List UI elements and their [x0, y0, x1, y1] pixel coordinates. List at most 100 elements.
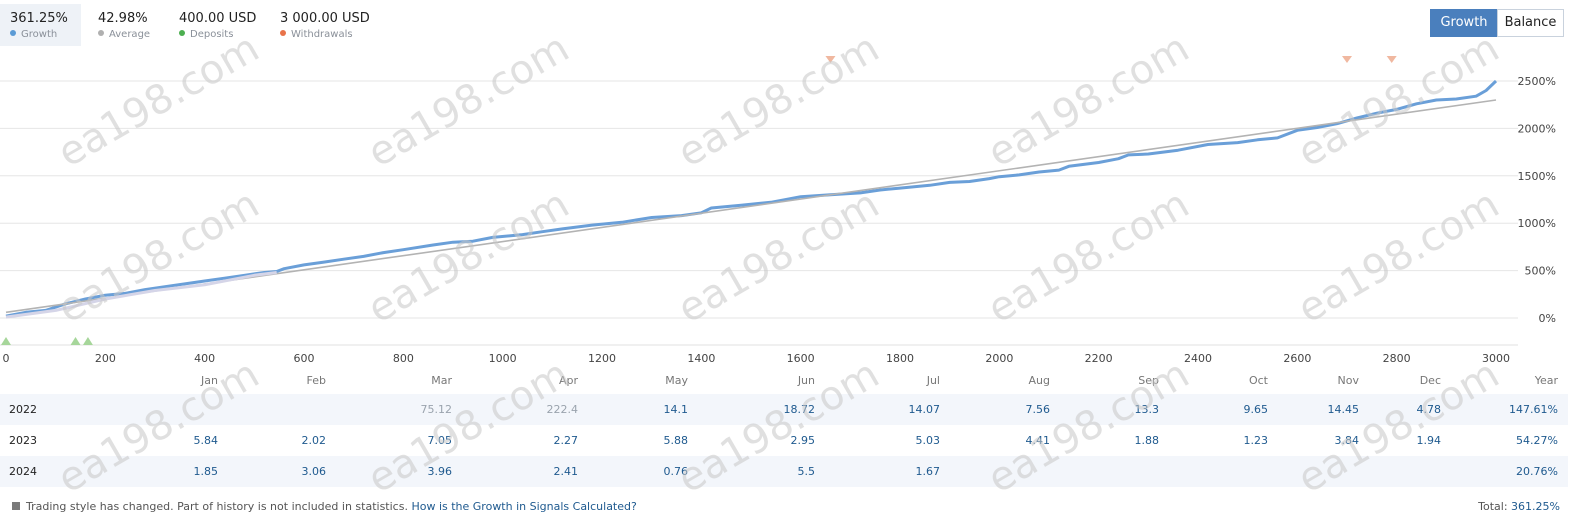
- month-value[interactable]: 7.56: [1025, 403, 1051, 416]
- series-line: [5, 271, 277, 319]
- total-value: 361.25%: [1511, 500, 1560, 513]
- balance-toggle-button[interactable]: Balance: [1497, 9, 1564, 37]
- y-tick-label: 0%: [1539, 312, 1556, 325]
- y-tick-label: 2500%: [1518, 75, 1556, 88]
- month-value[interactable]: 4.41: [1025, 434, 1051, 447]
- month-value[interactable]: 1.88: [1134, 434, 1160, 447]
- stat-deposits[interactable]: 400.00 USD Deposits: [169, 4, 269, 46]
- month-value[interactable]: 5.03: [915, 434, 941, 447]
- deposit-marker: [70, 337, 81, 345]
- year-total: 147.61%: [1509, 403, 1558, 416]
- stat-withdrawals-label: Withdrawals: [291, 29, 353, 40]
- month-value[interactable]: 1.67: [915, 465, 941, 478]
- stat-growth[interactable]: 361.25% Growth: [0, 4, 81, 46]
- table-row: 2023 5.84 2.02 7.05 2.27 5.88 2.95 5.03 4.41 1.88…: [0, 425, 1568, 456]
- x-tick-label: 200: [95, 352, 116, 365]
- y-tick-label: 2000%: [1518, 122, 1556, 135]
- withdrawal-marker: [1386, 56, 1397, 63]
- month-value[interactable]: 2.27: [553, 434, 579, 447]
- month-value[interactable]: 2.95: [790, 434, 816, 447]
- month-value[interactable]: 3.84: [1334, 434, 1360, 447]
- info-square-icon: [12, 502, 20, 510]
- month-value[interactable]: 18.72: [783, 403, 816, 416]
- month-value[interactable]: 0.76: [663, 465, 689, 478]
- y-tick-label: 1000%: [1518, 217, 1556, 230]
- month-value[interactable]: 4.78: [1416, 403, 1442, 416]
- withdrawal-marker: [1342, 56, 1352, 63]
- month-value[interactable]: 14.07: [908, 403, 941, 416]
- withdrawal-marker: [825, 56, 836, 63]
- stat-withdrawals[interactable]: 3 000.00 USD Withdrawals: [270, 4, 380, 46]
- x-tick-label: 400: [194, 352, 215, 365]
- month-header-mar: Mar: [431, 374, 452, 387]
- x-tick-label: 2800: [1383, 352, 1411, 365]
- month-header-nov: Nov: [1337, 374, 1359, 387]
- x-tick-label: 1600: [787, 352, 815, 365]
- stat-deposits-label: Deposits: [190, 29, 234, 40]
- month-value[interactable]: 1.23: [1243, 434, 1269, 447]
- month-value[interactable]: 1.94: [1416, 434, 1442, 447]
- month-header-oct: Oct: [1248, 374, 1268, 387]
- y-tick-label: 500%: [1525, 265, 1556, 278]
- month-value[interactable]: 2.41: [553, 465, 579, 478]
- x-tick-label: 3000: [1482, 352, 1510, 365]
- stat-average-label: Average: [109, 29, 151, 40]
- growth-chart: 0% 500% 1000% 1500% 2000% 2500% 0 200 400 600 800 1…: [0, 56, 1556, 365]
- x-tick-label: 800: [393, 352, 414, 365]
- month-value[interactable]: 2.02: [301, 434, 327, 447]
- average-dot-icon: [98, 30, 104, 36]
- deposits-dot-icon: [179, 30, 185, 36]
- x-tick-label: 1400: [687, 352, 715, 365]
- stat-average-value: 42.98%: [98, 11, 148, 26]
- growth-toggle-button[interactable]: Growth: [1430, 9, 1498, 37]
- row-year: 2023: [9, 434, 37, 447]
- growth-calculation-link[interactable]: How is the Growth in Signals Calculated?: [411, 500, 637, 513]
- stat-growth-value: 361.25%: [10, 11, 68, 26]
- stat-deposits-value: 400.00 USD: [179, 11, 257, 26]
- total-summary: Total: 361.25%: [1478, 500, 1560, 513]
- month-header-sep: Sep: [1138, 374, 1159, 387]
- deposit-marker: [82, 337, 93, 345]
- x-tick-label: 2600: [1283, 352, 1311, 365]
- month-header-feb: Feb: [306, 374, 326, 387]
- row-year: 2024: [9, 465, 37, 478]
- month-header-apr: Apr: [558, 374, 578, 387]
- stat-withdrawals-value: 3 000.00 USD: [280, 11, 370, 26]
- month-header-dec: Dec: [1419, 374, 1441, 387]
- x-tick-label: 600: [294, 352, 315, 365]
- month-header-jun: Jun: [797, 374, 815, 387]
- month-value[interactable]: 14.45: [1327, 403, 1360, 416]
- year-total: 20.76%: [1516, 465, 1558, 478]
- series-line: [5, 99, 1497, 314]
- year-header: Year: [1534, 374, 1558, 387]
- month-value[interactable]: 3.06: [301, 465, 327, 478]
- x-tick-label: 1000: [489, 352, 517, 365]
- month-value[interactable]: 75.12: [420, 403, 453, 416]
- footer-note-text: Trading style has changed. Part of histo…: [26, 500, 408, 513]
- x-tick-label: 1800: [886, 352, 914, 365]
- month-value[interactable]: 5.88: [663, 434, 689, 447]
- month-header-jan: Jan: [201, 374, 218, 387]
- month-value[interactable]: 14.1: [663, 403, 689, 416]
- month-header-may: May: [665, 374, 688, 387]
- series-line: [5, 79, 1498, 318]
- month-value[interactable]: 13.3: [1134, 403, 1160, 416]
- table-header-row: Jan Feb Mar Apr May Jun Jul Aug Sep Oct Nov Dec Year: [0, 372, 1568, 394]
- month-value[interactable]: 5.5: [797, 465, 816, 478]
- table-row: 2022 75.12 222.4 14.1 18.72 14.07 7.56 13.3 9.65…: [0, 394, 1568, 425]
- month-value[interactable]: 3.96: [427, 465, 453, 478]
- total-label: Total:: [1478, 500, 1508, 513]
- month-value[interactable]: 7.05: [427, 434, 453, 447]
- year-total: 54.27%: [1516, 434, 1558, 447]
- month-header-aug: Aug: [1028, 374, 1050, 387]
- growth-dot-icon: [10, 30, 16, 36]
- month-value[interactable]: 1.85: [193, 465, 219, 478]
- deposit-marker: [1, 337, 11, 345]
- stat-growth-label: Growth: [21, 29, 58, 40]
- withdrawals-dot-icon: [280, 30, 286, 36]
- month-value[interactable]: 9.65: [1243, 403, 1269, 416]
- x-tick-label: 0: [3, 352, 10, 365]
- month-value[interactable]: 222.4: [546, 403, 579, 416]
- month-value[interactable]: 5.84: [193, 434, 219, 447]
- stat-average[interactable]: 42.98% Average: [88, 4, 168, 46]
